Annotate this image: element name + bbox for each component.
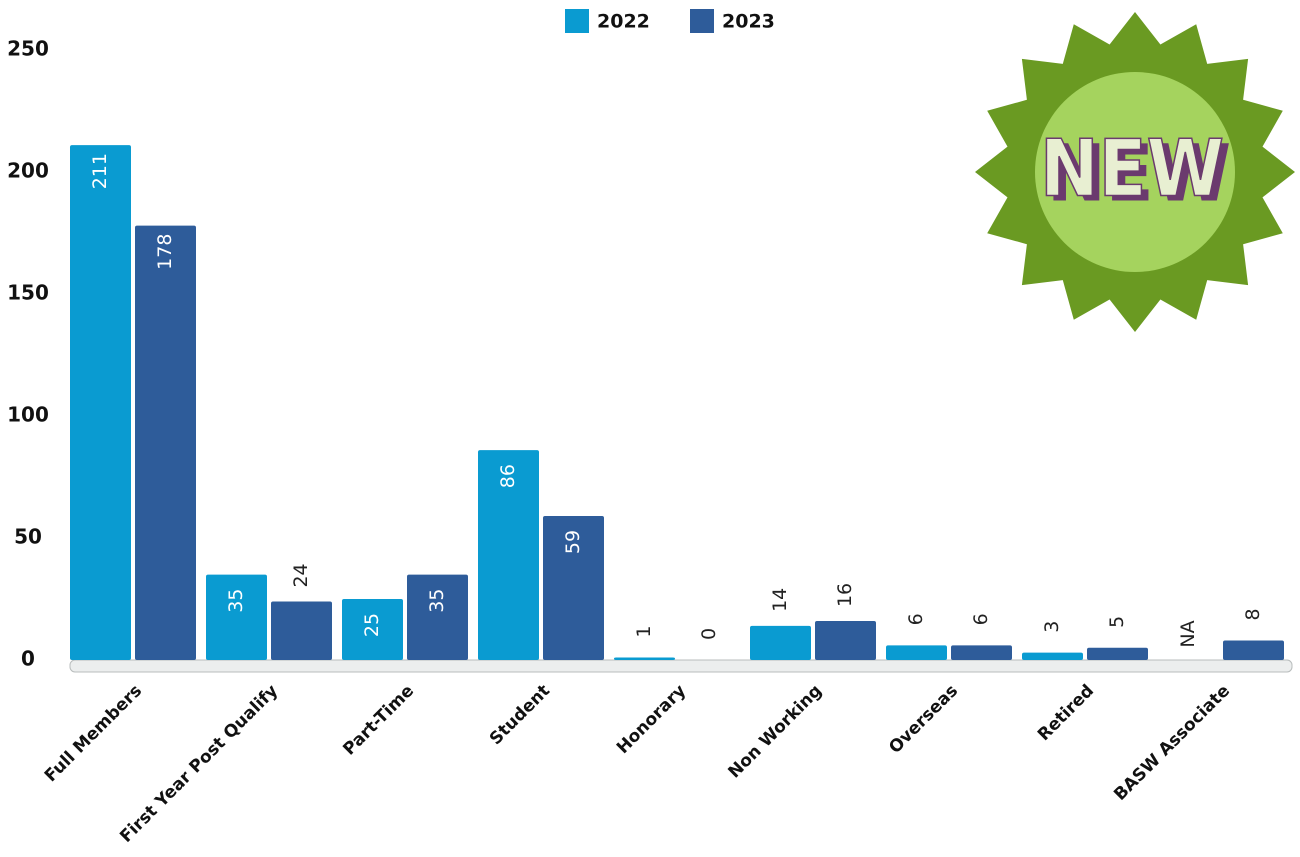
value-label: 35 <box>426 589 448 613</box>
x-tick-label: Retired <box>1034 681 1098 745</box>
bar <box>70 145 131 660</box>
value-label: 16 <box>834 583 856 607</box>
bar <box>1223 640 1284 660</box>
x-tick-label: Overseas <box>885 681 962 758</box>
bar <box>815 620 876 660</box>
bar <box>951 645 1012 660</box>
baseline <box>69 659 1293 673</box>
value-label: 35 <box>225 589 247 613</box>
bar <box>614 657 675 660</box>
value-label: 6 <box>970 613 992 625</box>
value-label: 24 <box>290 563 312 587</box>
value-label: 178 <box>154 234 176 270</box>
value-label: 25 <box>361 613 383 637</box>
value-label: 1 <box>633 626 655 638</box>
x-tick-label: Student <box>486 681 554 749</box>
legend-swatch <box>690 9 714 33</box>
bar <box>543 516 604 660</box>
value-label: 14 <box>769 588 791 612</box>
x-tick-label: Honorary <box>613 681 690 758</box>
badge-shadow: NEW <box>1047 129 1231 219</box>
y-tick-label: 0 <box>21 647 35 671</box>
x-tick-label: First Year Post Qualify <box>116 681 282 847</box>
y-tick-label: 200 <box>7 159 49 183</box>
value-label: 8 <box>1242 608 1264 620</box>
badge-circle <box>1035 72 1235 272</box>
value-label: NA <box>1177 620 1199 647</box>
badge-text: NEW <box>1040 124 1224 214</box>
y-tick-label: 250 <box>7 37 49 61</box>
new-badge: NEW NEW <box>975 12 1295 332</box>
legend-label: 2023 <box>722 11 775 33</box>
value-label: 5 <box>1106 616 1128 628</box>
bar <box>750 625 811 660</box>
y-tick-label: 150 <box>7 281 49 305</box>
value-label: 6 <box>905 613 927 625</box>
legend-swatch <box>565 9 589 33</box>
bar <box>271 601 332 660</box>
bar <box>407 574 468 660</box>
x-tick-label: Non Working <box>725 681 827 783</box>
x-tick-label: Full Members <box>41 681 146 786</box>
bar <box>1022 652 1083 660</box>
value-label: 3 <box>1041 621 1063 633</box>
value-label: 0 <box>698 628 720 640</box>
bar <box>1087 647 1148 660</box>
value-label: 211 <box>89 153 111 189</box>
x-tick-label: Part-Time <box>339 681 418 760</box>
legend-label: 2022 <box>597 11 650 33</box>
value-label: 59 <box>562 530 584 554</box>
bar <box>478 450 539 660</box>
x-tick-label: BASW Associate <box>1110 681 1234 805</box>
bar <box>206 574 267 660</box>
y-tick-label: 50 <box>14 525 42 549</box>
bar <box>135 225 196 660</box>
y-tick-label: 100 <box>7 403 49 427</box>
value-label: 86 <box>497 464 519 488</box>
bar <box>342 599 403 660</box>
bar <box>886 645 947 660</box>
